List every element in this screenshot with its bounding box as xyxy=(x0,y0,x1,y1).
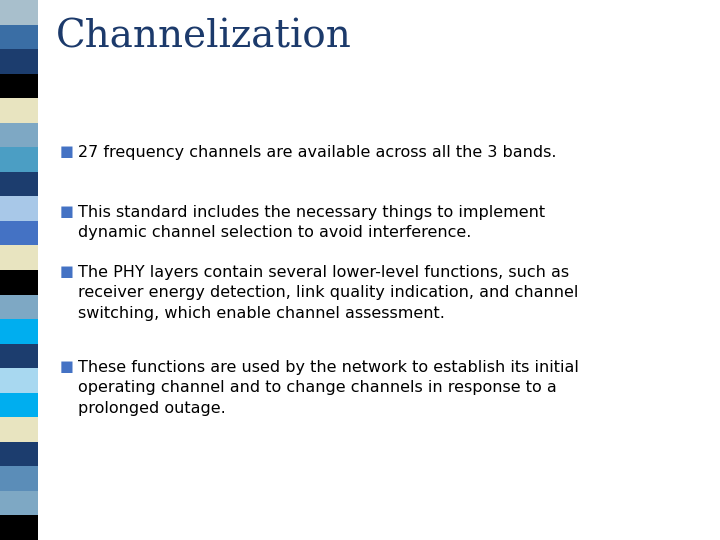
Bar xyxy=(0,417,38,442)
Bar xyxy=(0,246,38,270)
Text: ■: ■ xyxy=(60,204,74,219)
Bar xyxy=(0,467,38,491)
Bar xyxy=(0,319,38,343)
Text: Channelization: Channelization xyxy=(56,18,352,55)
Bar xyxy=(0,491,38,516)
Bar xyxy=(0,73,38,98)
Text: This standard includes the necessary things to implement
dynamic channel selecti: This standard includes the necessary thi… xyxy=(78,205,545,240)
Text: These functions are used by the network to establish its initial
operating chann: These functions are used by the network … xyxy=(78,360,579,416)
Bar xyxy=(0,294,38,319)
Bar xyxy=(0,49,38,73)
Bar xyxy=(0,147,38,172)
Bar xyxy=(0,24,38,49)
Bar xyxy=(0,270,38,294)
Bar xyxy=(0,343,38,368)
Bar xyxy=(0,172,38,197)
Bar xyxy=(0,123,38,147)
Text: ■: ■ xyxy=(60,264,74,279)
Bar xyxy=(0,442,38,467)
Bar xyxy=(0,197,38,221)
Text: ■: ■ xyxy=(60,359,74,374)
Bar xyxy=(0,516,38,540)
Bar xyxy=(0,98,38,123)
Text: ■: ■ xyxy=(60,144,74,159)
Bar xyxy=(0,393,38,417)
Bar xyxy=(0,368,38,393)
Bar xyxy=(0,0,38,24)
Text: 27 frequency channels are available across all the 3 bands.: 27 frequency channels are available acro… xyxy=(78,145,557,160)
Bar xyxy=(0,221,38,246)
Text: The PHY layers contain several lower-level functions, such as
receiver energy de: The PHY layers contain several lower-lev… xyxy=(78,265,578,321)
